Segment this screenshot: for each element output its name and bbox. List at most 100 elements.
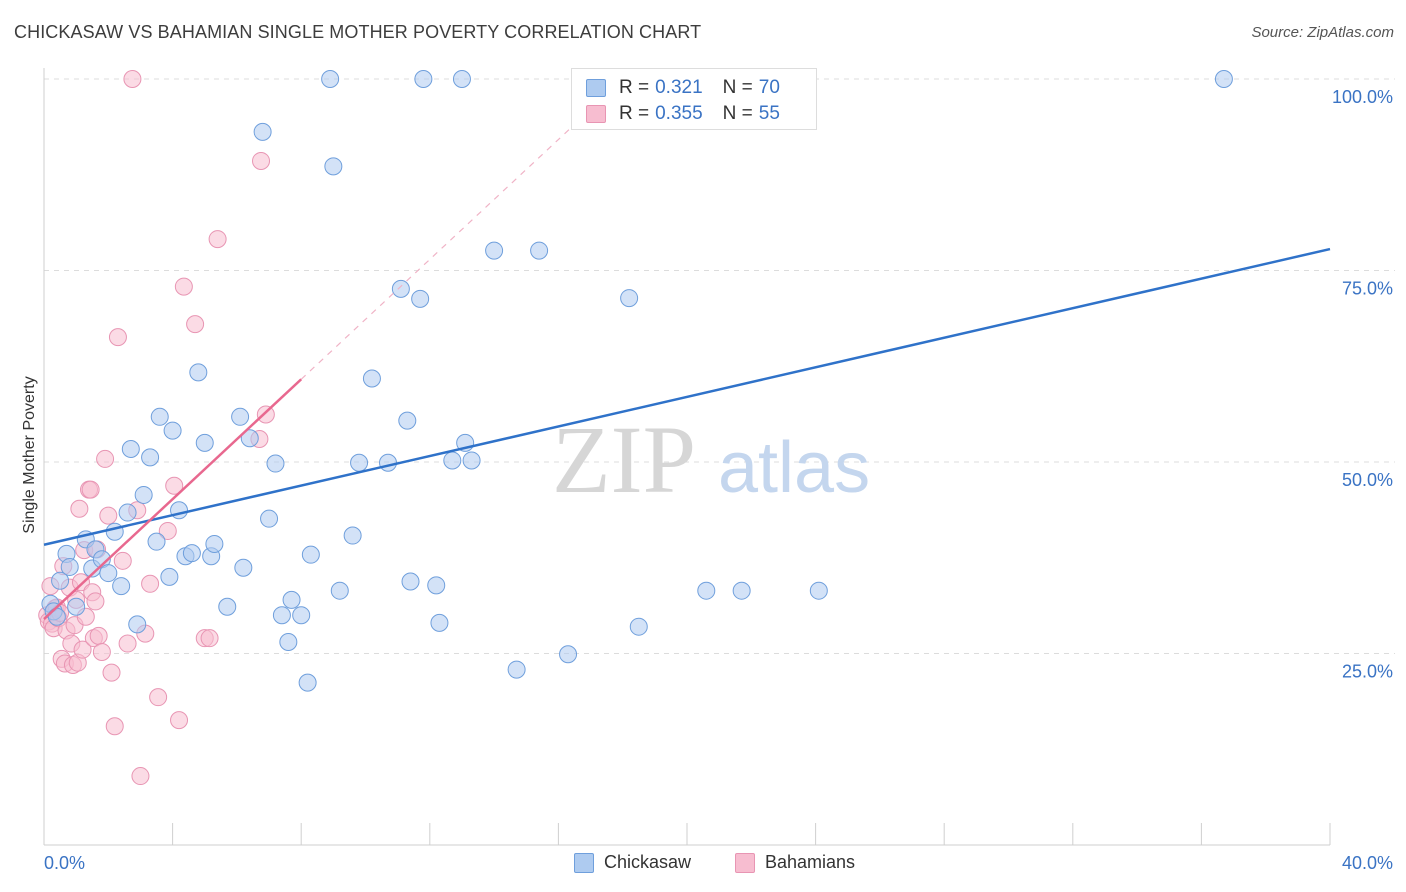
bottom-legend-bahamians: Bahamians — [735, 852, 855, 873]
chickasaw-point — [411, 289, 430, 308]
chickasaw-point — [99, 564, 118, 583]
chickasaw-point — [343, 526, 362, 545]
chickasaw-point — [485, 241, 504, 260]
chickasaw-point — [391, 279, 410, 298]
x-tick-label: 40.0% — [1342, 853, 1393, 873]
chickasaw-point — [163, 421, 182, 440]
bahamian-point — [200, 629, 219, 648]
chickasaw-point — [559, 645, 578, 664]
chickasaw-point — [51, 571, 70, 590]
chickasaw-point — [321, 70, 340, 88]
n-value: 55 — [758, 103, 780, 124]
r-label: R = — [619, 77, 650, 98]
chickasaw-point — [121, 439, 140, 458]
bahamian-point — [174, 277, 193, 296]
chickasaw-point — [350, 453, 369, 472]
correlation-legend: R = 0.321 N = 70 R = 0.355 N = 55 — [571, 68, 817, 130]
n-label: N = — [722, 77, 753, 98]
tick-labels: 25.0% 50.0% 75.0% 100.0% 0.0% 40.0% — [44, 87, 1393, 873]
chickasaw-point — [67, 597, 86, 616]
legend-row-bahamians: R = 0.355 N = 55 — [586, 102, 780, 126]
bahamian-point — [165, 476, 184, 495]
source-label: Source: ZipAtlas.com — [1251, 24, 1394, 41]
chickasaw-point — [330, 581, 349, 600]
chickasaw-point — [292, 606, 311, 625]
chart-title: CHICKASAW VS BAHAMIAN SINGLE MOTHER POVE… — [14, 22, 702, 42]
chickasaw-point — [732, 581, 751, 600]
bahamian-point — [149, 688, 168, 707]
chickasaw-point — [128, 615, 147, 634]
chickasaw-point — [398, 411, 417, 430]
watermark-atlas: atlas — [718, 428, 870, 508]
chickasaw-point — [507, 660, 526, 679]
chickasaw-point — [112, 577, 131, 596]
bahamian-point — [186, 315, 205, 334]
chickasaw-point — [298, 673, 317, 692]
y-tick-label: 75.0% — [1342, 279, 1393, 299]
bahamian-point — [105, 717, 124, 736]
chickasaw-point — [427, 576, 446, 595]
y-tick-label: 100.0% — [1332, 87, 1393, 107]
chickasaw-point — [205, 534, 224, 553]
x-tick-label: 0.0% — [44, 853, 85, 873]
bahamian-point — [86, 592, 105, 611]
bahamian-point — [170, 711, 189, 730]
y-tick-label: 25.0% — [1342, 662, 1393, 682]
chickasaw-point — [253, 122, 272, 141]
chickasaw-point — [279, 633, 298, 652]
bottom-legend-chickasaw: Chickasaw — [574, 852, 691, 873]
chickasaw-point — [160, 567, 179, 586]
chickasaw-point — [218, 597, 237, 616]
bahamian-point — [141, 574, 160, 593]
chickasaw-point — [809, 581, 828, 600]
bahamian-trend-extension — [300, 109, 591, 380]
r-value: 0.355 — [655, 103, 703, 124]
bahamian-point — [73, 640, 92, 659]
y-tick-label: 50.0% — [1342, 470, 1393, 490]
chickasaw-point — [141, 448, 160, 467]
chickasaw-point — [60, 557, 79, 576]
chickasaw-point — [324, 157, 343, 176]
bahamian-point — [92, 642, 111, 661]
chickasaw-point — [301, 545, 320, 564]
bahamian-point — [252, 151, 271, 170]
bahamian-point — [102, 663, 121, 682]
bahamian-point — [118, 634, 137, 653]
bahamian-point — [208, 230, 227, 249]
chickasaw-point — [452, 70, 471, 88]
chickasaw-point — [234, 558, 253, 577]
bahamian-point — [96, 449, 115, 468]
bahamian-point — [113, 551, 132, 570]
bahamian-point — [89, 626, 108, 645]
bahamians-swatch — [586, 105, 606, 123]
legend-label: Chickasaw — [604, 852, 692, 872]
chickasaw-point — [443, 451, 462, 470]
trend-lines — [43, 109, 1331, 620]
axes — [43, 68, 1331, 846]
chickasaw-point — [362, 369, 381, 388]
r-label: R = — [619, 103, 650, 124]
chickasaw-point — [118, 503, 137, 522]
chickasaw-trend-line — [43, 247, 1331, 546]
bahamian-point — [99, 506, 118, 525]
legend-label: Bahamians — [765, 852, 856, 872]
chickasaw-point — [430, 613, 449, 632]
chickasaw-point — [401, 572, 420, 591]
chickasaw-point — [272, 606, 291, 625]
chickasaw-point — [240, 429, 259, 448]
chickasaw-point — [462, 451, 481, 470]
legend-row-chickasaw: R = 0.321 N = 70 — [586, 76, 780, 100]
chickasaw-point — [150, 407, 169, 426]
chickasaw-point — [195, 433, 214, 452]
bahamian-point — [158, 521, 177, 540]
chickasaw-point — [1214, 70, 1233, 88]
bahamian-point — [81, 480, 100, 499]
bahamian-point — [70, 499, 89, 518]
n-value: 70 — [758, 77, 780, 98]
watermark-zip: ZIP — [552, 406, 696, 513]
chickasaw-point — [47, 607, 66, 626]
chickasaw-point — [147, 532, 166, 551]
bahamian-point — [256, 405, 275, 424]
n-label: N = — [722, 103, 753, 124]
bahamian-point — [108, 328, 127, 347]
